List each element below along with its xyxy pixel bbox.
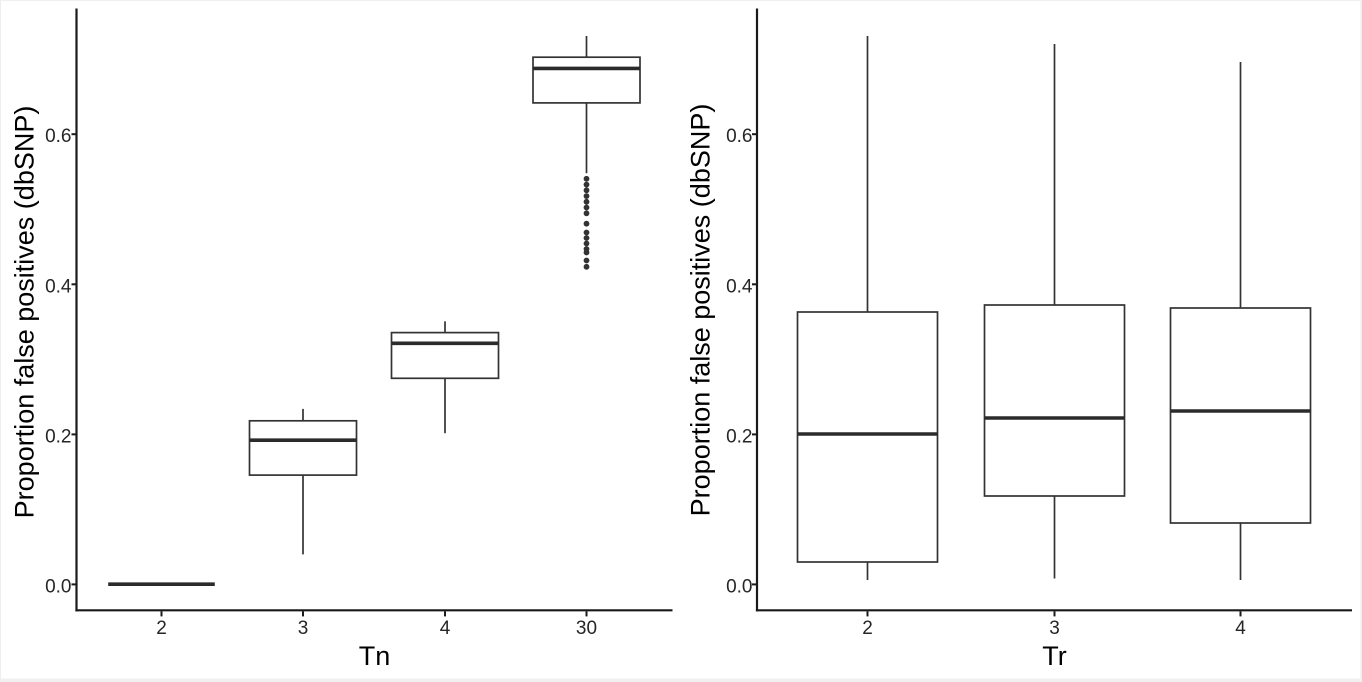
svg-text:2: 2: [156, 618, 167, 639]
svg-text:0.0: 0.0: [45, 576, 71, 597]
svg-text:4: 4: [440, 618, 451, 639]
svg-text:0.6: 0.6: [726, 126, 752, 147]
svg-text:Proportion false positives (db: Proportion false positives (dbSNP): [686, 104, 716, 517]
svg-text:2: 2: [862, 618, 873, 639]
svg-text:Tr: Tr: [1042, 641, 1066, 671]
svg-text:0.0: 0.0: [726, 576, 752, 597]
svg-text:Tn: Tn: [359, 641, 391, 671]
svg-text:3: 3: [298, 618, 309, 639]
svg-text:0.4: 0.4: [45, 276, 72, 297]
svg-text:0.6: 0.6: [45, 126, 71, 147]
svg-text:0.2: 0.2: [726, 426, 752, 447]
svg-text:3: 3: [1049, 618, 1060, 639]
svg-text:4: 4: [1235, 618, 1246, 639]
svg-text:Proportion false positives (db: Proportion false positives (dbSNP): [10, 106, 40, 519]
svg-text:0.2: 0.2: [45, 426, 71, 447]
svg-text:0.4: 0.4: [726, 276, 753, 297]
svg-text:30: 30: [576, 618, 597, 639]
